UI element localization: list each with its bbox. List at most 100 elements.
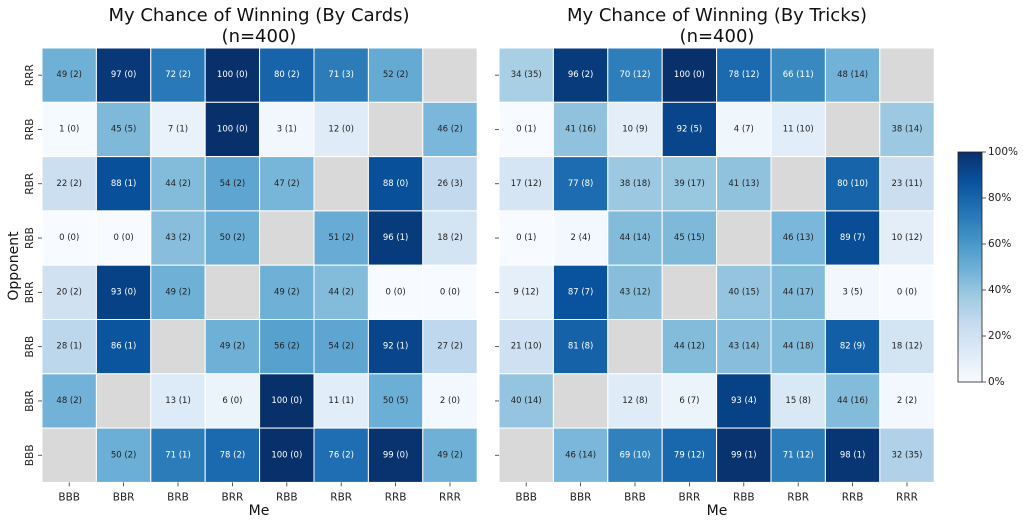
cell-value-label: 100 (0) <box>217 70 248 80</box>
cell-value-label: 13 (1) <box>165 396 191 406</box>
heatmap-cell <box>716 427 772 483</box>
y-tick-label: RBR <box>24 173 36 195</box>
heatmap-cell-empty <box>498 427 554 483</box>
cell-value-label: 32 (35) <box>892 450 923 460</box>
cell-value-label: 49 (2) <box>165 287 191 297</box>
heatmap-cell-empty <box>41 427 97 483</box>
cell-value-label: 40 (14) <box>511 396 542 406</box>
cell-value-label: 77 (8) <box>568 179 594 189</box>
colorbar-gradient <box>957 151 983 383</box>
heatmap-by-tricks: My Chance of Winning (By Tricks) (n=400)… <box>495 5 935 519</box>
heatmap-cell <box>313 373 369 429</box>
cell-value-label: 100 (0) <box>217 124 248 134</box>
heatmap-cell <box>41 319 97 375</box>
cell-value-label: 54 (2) <box>328 342 354 352</box>
heatmap-cell <box>41 47 97 103</box>
heatmap-cell <box>770 264 826 321</box>
cell-value-label: 92 (1) <box>383 342 409 352</box>
cell-value-label: 78 (12) <box>728 70 759 80</box>
heatmap-cell <box>150 264 206 321</box>
heatmap-cell <box>607 264 663 321</box>
cell-value-label: 11 (1) <box>328 396 354 406</box>
cell-value-label: 46 (2) <box>437 124 463 134</box>
cell-value-label: 56 (2) <box>274 342 300 352</box>
cell-value-label: 44 (2) <box>165 179 191 189</box>
heatmap-cell-empty <box>879 47 935 103</box>
heatmap-cell-empty <box>150 319 206 375</box>
cell-value-label: 0 (0) <box>386 287 406 297</box>
cell-value-label: 18 (12) <box>892 342 923 352</box>
heatmap-cell <box>607 47 663 103</box>
heatmap-cell-empty <box>422 47 478 103</box>
heatmap-cell <box>259 319 315 375</box>
cell-value-label: 71 (12) <box>783 450 814 460</box>
cell-value-label: 3 (1) <box>277 124 297 134</box>
colorbar-tick-label: 80% <box>988 192 1011 204</box>
heatmap-cell <box>879 156 935 212</box>
cell-value-label: 0 (0) <box>897 287 917 297</box>
x-tick-label: RBR <box>787 491 809 503</box>
cell-value-label: 50 (2) <box>111 450 137 460</box>
cell-value-label: 47 (2) <box>274 179 300 189</box>
heatmap-cell-empty <box>716 210 772 266</box>
cell-value-label: 46 (13) <box>783 233 814 243</box>
heatmap-cell <box>498 47 554 103</box>
cell-value-label: 49 (2) <box>220 342 246 352</box>
heatmap-cell <box>313 47 369 103</box>
cell-value-label: 34 (35) <box>511 70 542 80</box>
cell-value-label: 69 (10) <box>620 450 651 460</box>
cell-value-label: 71 (3) <box>328 70 354 80</box>
heatmap-cell <box>552 319 609 375</box>
cell-value-label: 2 (0) <box>440 396 460 406</box>
heatmap-cell <box>716 264 772 321</box>
heatmap-cell <box>95 156 152 212</box>
cell-value-label: 80 (10) <box>837 179 868 189</box>
cell-value-label: 44 (17) <box>783 287 814 297</box>
heatmap-cell <box>824 319 881 375</box>
cell-value-label: 100 (0) <box>271 450 302 460</box>
cell-value-label: 99 (1) <box>731 450 757 460</box>
cell-value-label: 43 (14) <box>728 342 759 352</box>
heatmap-cell-empty <box>552 373 609 429</box>
cell-value-label: 4 (7) <box>734 124 754 134</box>
cell-value-label: 1 (0) <box>59 124 79 134</box>
x-axis-label: Me <box>249 503 270 519</box>
x-tick-label: RRR <box>896 491 918 503</box>
cell-value-label: 6 (0) <box>222 396 242 406</box>
heatmap-cell <box>879 373 935 429</box>
heatmap-cell <box>422 319 478 375</box>
cell-value-label: 9 (12) <box>513 287 539 297</box>
x-tick-labels: BBB BBR BRB BRR RBB RBR RRB RRR <box>58 482 461 503</box>
heatmap-cell <box>552 264 609 321</box>
heatmap-cell <box>150 47 206 103</box>
heatmap-cell-empty <box>313 156 369 212</box>
heatmap-cell <box>313 319 369 375</box>
heatmap-cell-empty <box>607 319 663 375</box>
heatmap-cell <box>879 264 935 321</box>
cell-value-label: 44 (18) <box>783 342 814 352</box>
colorbar-tick-label: 40% <box>988 284 1011 296</box>
heatmap-cell <box>498 101 554 158</box>
x-tick-label: BBB <box>58 491 80 503</box>
x-tick-label: RBR <box>330 491 352 503</box>
heatmap-cell <box>95 319 152 375</box>
cell-value-label: 92 (5) <box>677 124 703 134</box>
heatmap-cell-empty <box>824 101 881 158</box>
cell-value-label: 38 (18) <box>620 179 651 189</box>
heatmap-cell-empty <box>95 373 152 429</box>
heatmap-cell <box>422 373 478 429</box>
cell-value-label: 2 (2) <box>897 396 917 406</box>
cell-value-label: 10 (12) <box>892 233 923 243</box>
cell-value-label: 0 (0) <box>440 287 460 297</box>
chart-title-line2: (n=400) <box>222 26 297 47</box>
heatmap-cell-empty <box>661 264 718 321</box>
heatmap-cell <box>95 47 152 103</box>
cell-value-label: 0 (0) <box>114 233 134 243</box>
heatmap-cells: 49 (2) 97 (0) 72 (2) 100 (0) 80 (2) 71 (3) 52 … <box>41 47 478 483</box>
heatmap-cell <box>204 373 261 429</box>
cell-value-label: 12 (0) <box>328 124 354 134</box>
cell-value-label: 41 (16) <box>565 124 596 134</box>
cell-value-label: 99 (0) <box>383 450 409 460</box>
heatmap-cell <box>41 210 97 266</box>
heatmap-cell <box>367 156 424 212</box>
